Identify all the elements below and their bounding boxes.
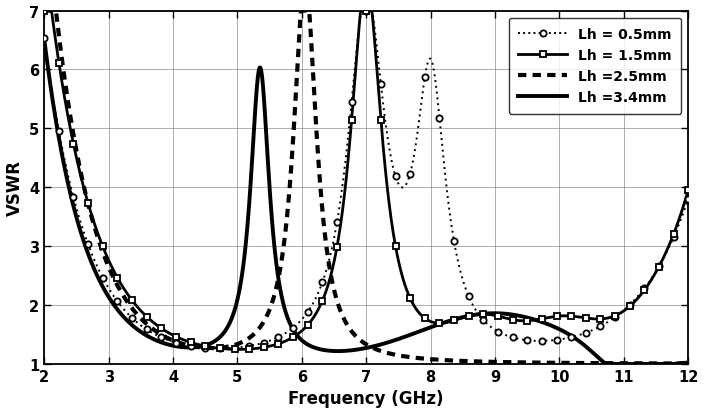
X-axis label: Frequency (GHz): Frequency (GHz) [289,389,444,408]
Y-axis label: VSWR: VSWR [6,160,23,216]
Legend: Lh = 0.5mm, Lh = 1.5mm, Lh =2.5mm, Lh =3.4mm: Lh = 0.5mm, Lh = 1.5mm, Lh =2.5mm, Lh =3… [508,19,681,114]
